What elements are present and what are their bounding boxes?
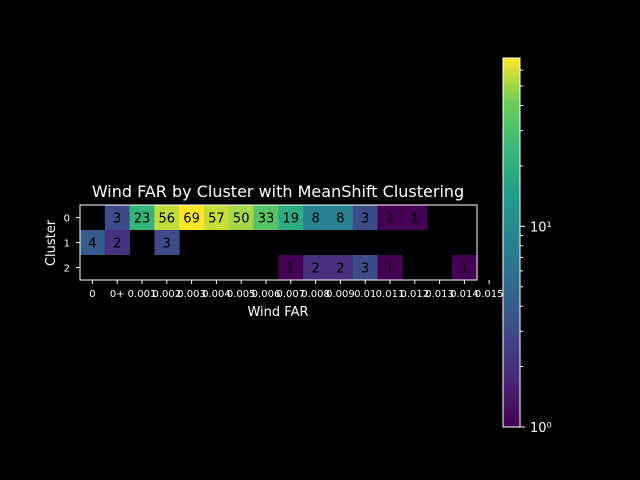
y-tick-label: 0	[64, 214, 70, 225]
x-tick-label: 0.006	[252, 289, 281, 300]
cell-value-label: 33	[258, 212, 275, 227]
heatmap-cell	[253, 205, 279, 230]
x-tick-label: 0	[89, 289, 95, 300]
cell-value-label: 1	[386, 262, 394, 277]
cell-value-label: 8	[311, 212, 319, 227]
heatmap-cell	[278, 255, 304, 280]
y-tick-label: 2	[64, 264, 70, 275]
cell-value-label: 23	[134, 212, 151, 227]
heatmap-cell	[80, 230, 106, 255]
x-tick-label: 0.014	[450, 289, 479, 300]
heatmap-cell	[402, 205, 428, 230]
heatmap-cell	[179, 205, 205, 230]
cell-value-label: 1	[386, 212, 394, 227]
heatmap-cell	[154, 230, 180, 255]
heatmap-cell	[204, 205, 230, 230]
heatmap-cell	[129, 205, 155, 230]
y-axis-label: Cluster	[44, 219, 59, 266]
heatmap-cell	[328, 255, 354, 280]
y-tick-label: 1	[64, 239, 70, 250]
x-tick-label: 0.005	[227, 289, 256, 300]
cell-value-label: 3	[361, 262, 369, 277]
x-tick-label: 0.003	[177, 289, 206, 300]
cell-value-label: 50	[233, 212, 250, 227]
cell-value-label: 69	[183, 212, 200, 227]
colorbar-gradient	[502, 57, 521, 428]
cell-value-label: 2	[336, 262, 344, 277]
cell-value-label: 2	[311, 262, 319, 277]
cell-value-label: 19	[283, 212, 300, 227]
x-axis-label: Wind FAR	[247, 305, 308, 320]
x-tick-label: 0.012	[400, 289, 429, 300]
x-tick-label: 0.007	[276, 289, 305, 300]
cell-value-label: 1	[287, 262, 295, 277]
x-tick-label: 0.013	[425, 289, 454, 300]
heatmap-cell	[104, 205, 130, 230]
cell-value-label: 57	[208, 212, 225, 227]
colorbar: 10⁰ 10¹	[502, 57, 552, 436]
heatmap-cell	[303, 255, 329, 280]
x-tick-label: 0.011	[376, 289, 405, 300]
y-axis: 0 1 2	[64, 214, 80, 275]
x-tick-label: 0.004	[202, 289, 231, 300]
x-tick-label: 0.002	[152, 289, 181, 300]
heatmap-cell	[228, 205, 254, 230]
heatmap-cell	[377, 205, 403, 230]
x-tick-label: 0.001	[128, 289, 157, 300]
cell-value-label: 1	[411, 212, 419, 227]
x-axis: 0 0+ 0.0010.0020.0030.0040.0050.0060.0070.…	[89, 280, 504, 300]
heatmap-cell	[328, 205, 354, 230]
heatmap-cell	[377, 255, 403, 280]
heatmap-cell	[154, 205, 180, 230]
x-tick-label: 0.015	[475, 289, 504, 300]
cell-value-label: 1	[460, 262, 468, 277]
heatmap-cell	[104, 230, 130, 255]
x-tick-label: 0.008	[301, 289, 330, 300]
colorbar-tick-label: 10⁰	[530, 421, 552, 436]
heatmap-cell	[278, 205, 304, 230]
cell-value-label: 56	[159, 212, 176, 227]
cell-value-label: 2	[113, 237, 121, 252]
cell-value-label: 3	[113, 212, 121, 227]
chart-title: Wind FAR by Cluster with MeanShift Clust…	[92, 182, 464, 201]
heatmap-cell	[452, 255, 478, 280]
x-tick-label: 0.01	[354, 289, 376, 300]
cell-value-label: 8	[336, 212, 344, 227]
x-tick-label: 0.009	[326, 289, 355, 300]
cell-value-label: 3	[361, 212, 369, 227]
heatmap-cell	[352, 255, 378, 280]
cell-value-label: 3	[163, 237, 171, 252]
colorbar-tick-label: 10¹	[530, 220, 552, 235]
heatmap-cell	[352, 205, 378, 230]
heatmap-plot-area: 3 23 56 69 57 50 33 19 8 8 3 1 14 2 31 2 2 3 1 1	[79, 204, 478, 281]
cell-value-label: 4	[88, 237, 96, 252]
x-tick-label: 0+	[110, 289, 125, 300]
heatmap-cell	[303, 205, 329, 230]
